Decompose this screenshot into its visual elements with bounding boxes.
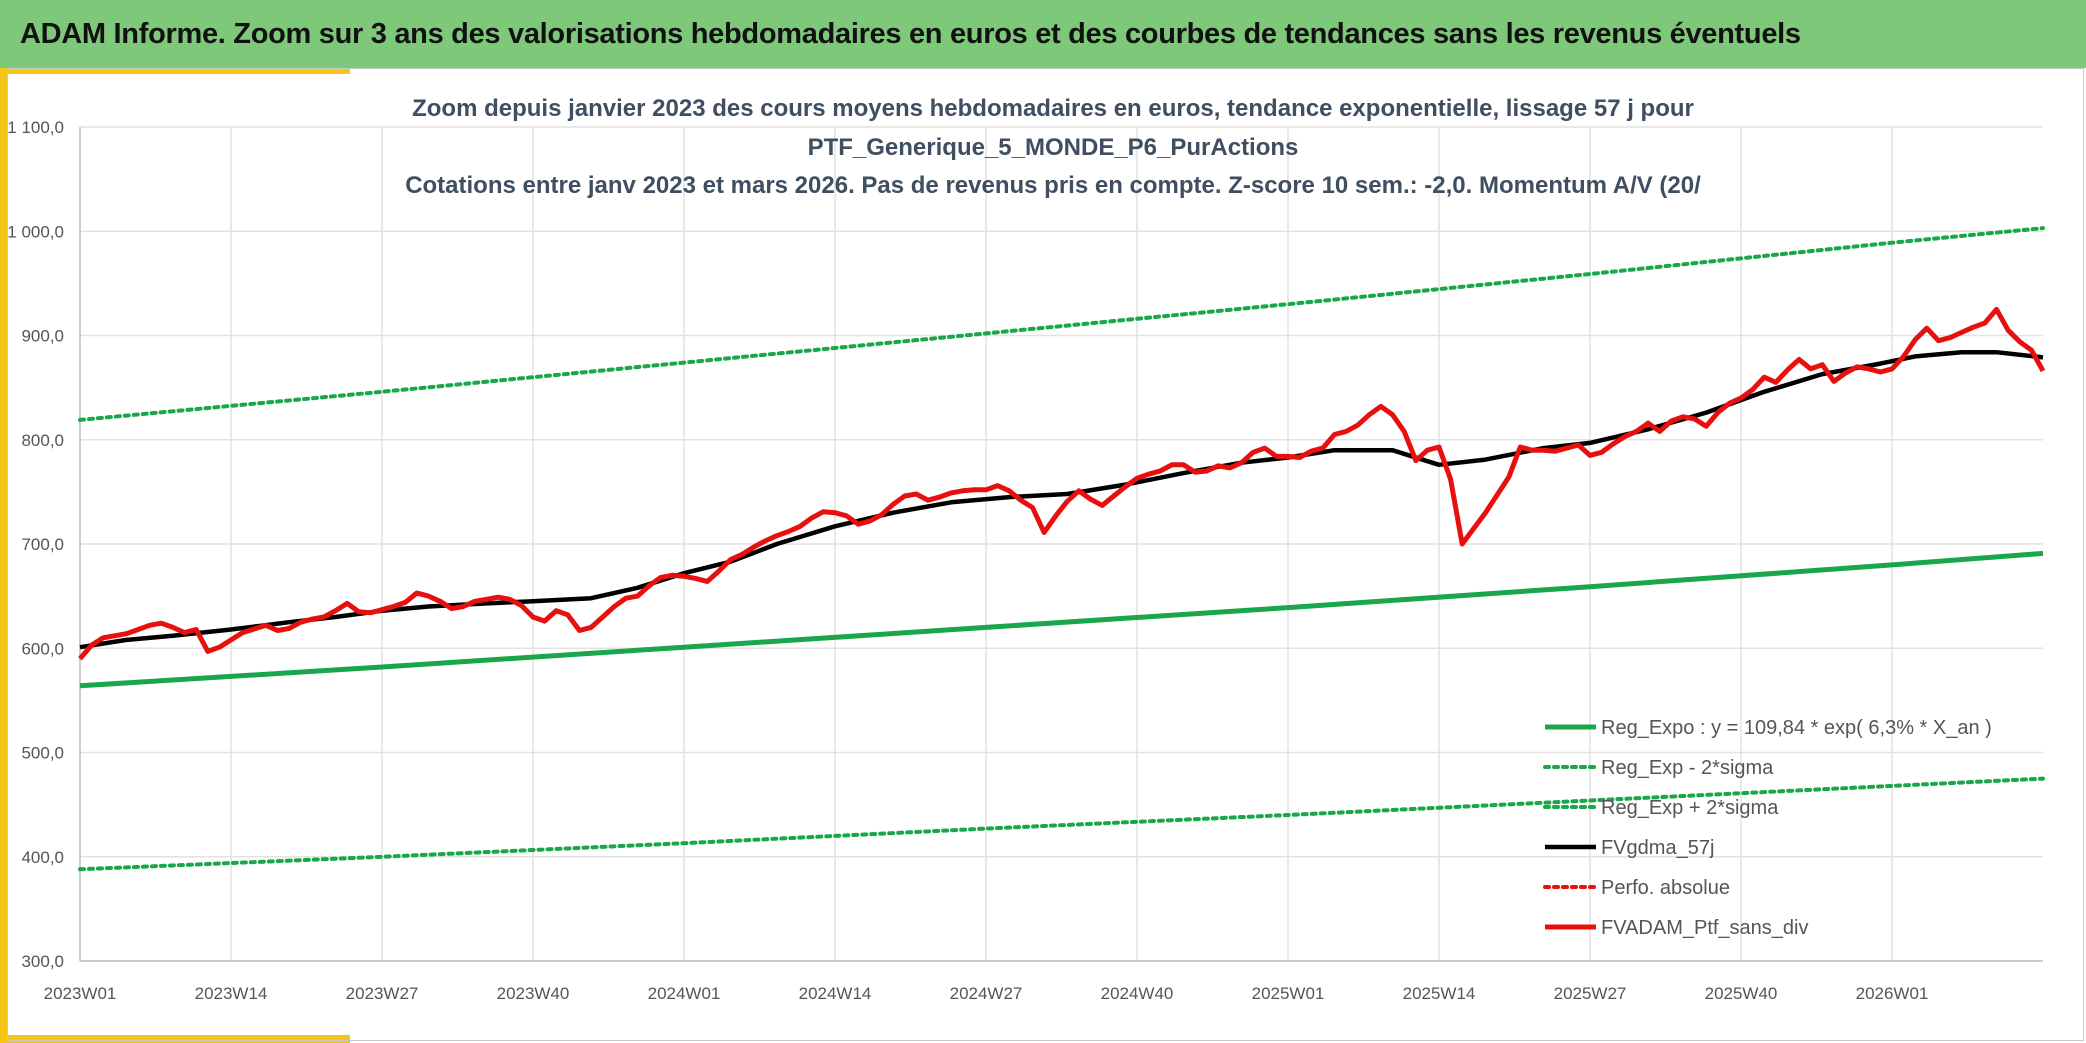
x-tick-label: 2023W14 [195,984,268,1003]
series-line-2 [78,226,2045,422]
legend-label: Perfo. absolue [1601,877,1730,899]
legend-label: FVADAM_Ptf_sans_div [1601,917,1809,939]
x-tick-label: 2023W01 [44,984,117,1003]
x-tick-label: 2023W40 [497,984,570,1003]
series-line-1 [78,776,2045,872]
accent-bar-left [0,68,7,1043]
y-tick-label: 900,0 [21,327,64,346]
y-tick-label: 1 100,0 [7,118,64,137]
y-tick-label: 800,0 [21,431,64,450]
y-tick-label: 1 000,0 [7,222,64,241]
x-tick-label: 2025W27 [1554,984,1627,1003]
x-tick-label: 2025W40 [1705,984,1778,1003]
legend-label: Reg_Expo : y = 109,84 * exp( 6,3% * X_an… [1601,717,1992,739]
x-axis: 2023W01 2023W14 2023W27 2023W40 2024W01 2024W… [44,984,1929,1003]
x-tick-label: 2024W27 [950,984,1023,1003]
legend-label: Reg_Exp + 2*sigma [1601,797,1779,819]
series-line-3 [79,349,2044,650]
x-tick-label: 2025W14 [1403,984,1476,1003]
x-tick-label: 2024W40 [1101,984,1174,1003]
chart-title-line-3: Cotations entre janv 2023 et mars 2026. … [405,172,1701,199]
header-banner: ADAM Informe. Zoom sur 3 ans des valoris… [0,0,2086,68]
y-tick-label: 700,0 [21,535,64,554]
x-tick-label: 2023W27 [346,984,419,1003]
accent-bar-top [0,68,350,74]
y-tick-label: 600,0 [21,639,64,658]
x-tick-label: 2024W01 [648,984,721,1003]
series-line-5 [78,306,2046,661]
y-tick-label: 300,0 [21,952,64,971]
x-tick-label: 2026W01 [1856,984,1929,1003]
series-line-0 [79,550,2044,689]
legend-label: Reg_Exp - 2*sigma [1601,757,1774,779]
page-title: ADAM Informe. Zoom sur 3 ans des valoris… [20,17,1801,50]
series-layer [78,226,2046,872]
chart-frame [7,68,2084,1041]
x-tick-label: 2025W01 [1252,984,1325,1003]
y-tick-label: 500,0 [21,744,64,763]
legend-label: FVgdma_57j [1601,837,1714,859]
y-axis: 300,0 400,0 500,0 600,0 700,0 800,0 900,0 1 000… [7,118,64,971]
x-tick-label: 2024W14 [799,984,872,1003]
y-tick-label: 400,0 [21,848,64,867]
chart-title-line-1: Zoom depuis janvier 2023 des cours moyen… [412,95,1694,122]
chart-title: Zoom depuis janvier 2023 des cours moyen… [405,95,1701,199]
legend: Reg_Expo : y = 109,84 * exp( 6,3% * X_an… [1543,717,1992,939]
grid [79,126,2043,962]
accent-bar-bottom [0,1035,350,1043]
chart-title-line-2: PTF_Generique_5_MONDE_P6_PurActions [808,134,1299,161]
